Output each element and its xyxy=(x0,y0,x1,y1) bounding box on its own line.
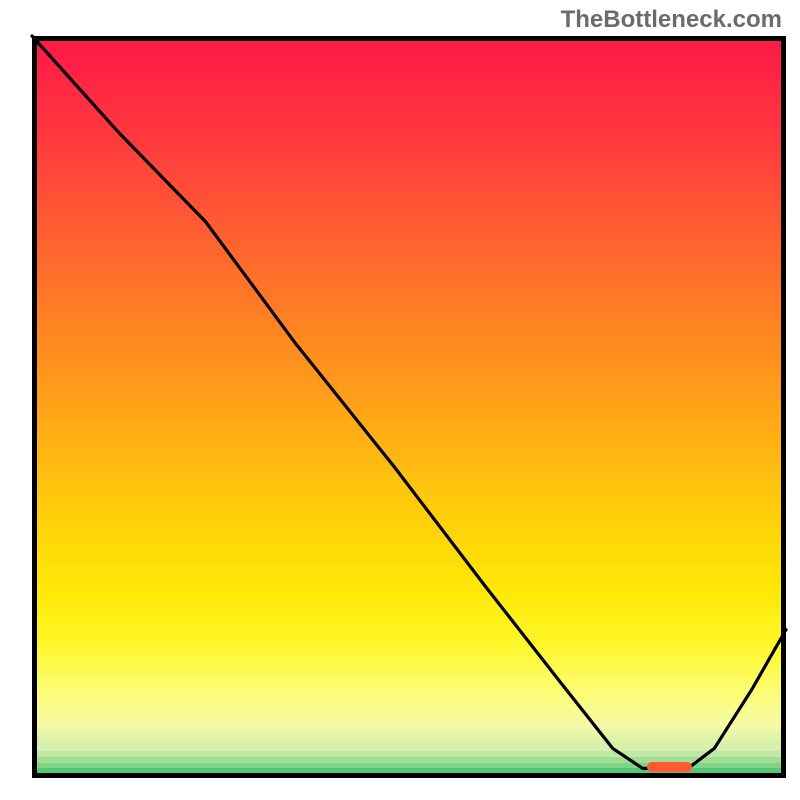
chart-background-gradient xyxy=(32,36,786,778)
plot-border-top xyxy=(32,36,786,41)
plot-border-right xyxy=(781,36,786,778)
plot-border-bottom xyxy=(32,773,786,778)
chart-root: TheBottleneck.com xyxy=(0,0,800,800)
watermark-text: TheBottleneck.com xyxy=(561,6,782,34)
plot-border-left xyxy=(32,36,37,778)
optimal-range-marker xyxy=(647,762,692,772)
